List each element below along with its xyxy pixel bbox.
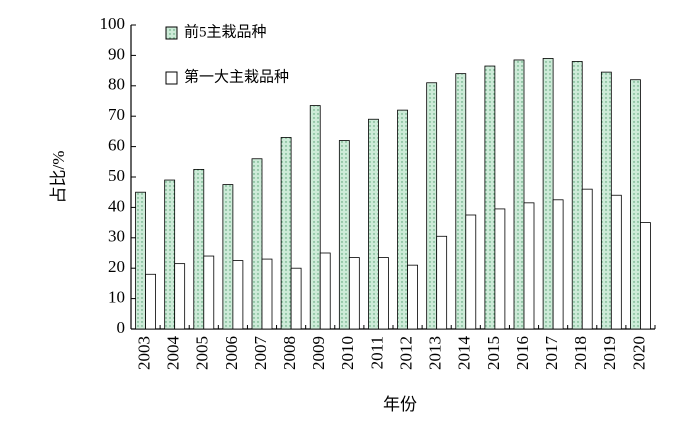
y-tick-label: 70 xyxy=(108,105,125,124)
x-axis-label: 年份 xyxy=(383,395,417,414)
legend-swatch xyxy=(165,71,178,85)
y-tick-label: 50 xyxy=(108,166,125,185)
x-tick-label: 2009 xyxy=(309,336,328,370)
x-tick-label: 2014 xyxy=(455,336,474,371)
y-axis-label: 占比/% xyxy=(49,151,68,204)
bar xyxy=(455,73,467,330)
x-tick-label: 2007 xyxy=(251,336,270,371)
x-tick-label: 2020 xyxy=(629,336,648,370)
x-tick-label: 2005 xyxy=(193,336,212,370)
y-tick-label: 10 xyxy=(108,288,125,307)
bar xyxy=(600,71,612,330)
bar xyxy=(630,79,641,330)
bar xyxy=(368,118,379,330)
bar xyxy=(436,235,448,330)
x-tick-label: 2015 xyxy=(484,336,503,370)
bar xyxy=(426,82,438,330)
x-tick-label: 2004 xyxy=(164,336,183,371)
bar xyxy=(513,59,525,330)
bar xyxy=(338,140,350,330)
y-tick-label: 60 xyxy=(108,136,125,155)
bar xyxy=(174,263,186,330)
bar xyxy=(290,267,302,330)
bar xyxy=(552,199,564,330)
x-tick-label: 2008 xyxy=(280,336,299,370)
bar xyxy=(640,222,651,330)
bar xyxy=(135,191,146,330)
bar xyxy=(378,257,389,330)
x-tick-label: 2012 xyxy=(396,336,415,370)
bar xyxy=(407,264,418,330)
y-tick-label: 40 xyxy=(108,196,125,215)
x-tick-label: 2010 xyxy=(338,336,357,370)
y-tick-label: 0 xyxy=(117,318,126,337)
bar xyxy=(465,214,477,330)
bar xyxy=(261,258,273,330)
legend-swatch xyxy=(165,26,178,40)
bar xyxy=(484,65,496,330)
x-tick-label: 2006 xyxy=(222,336,241,370)
bar xyxy=(581,188,593,330)
y-tick-label: 100 xyxy=(100,14,126,33)
x-tick-label: 2017 xyxy=(542,336,561,371)
bar xyxy=(193,168,205,330)
bar xyxy=(494,208,506,330)
x-tick-label: 2003 xyxy=(134,336,153,370)
y-tick-label: 30 xyxy=(108,227,125,246)
bar xyxy=(397,109,408,330)
legend-label: 第一大主栽品种 xyxy=(184,67,289,85)
x-tick-label: 2016 xyxy=(513,336,532,370)
y-tick-label: 80 xyxy=(108,75,125,94)
bar xyxy=(251,158,263,330)
bar xyxy=(280,137,292,330)
bar xyxy=(309,105,321,330)
bar xyxy=(232,260,244,330)
x-tick-label: 2018 xyxy=(571,336,590,370)
bar xyxy=(571,61,583,330)
legend-label: 前5主栽品种 xyxy=(184,23,267,40)
bar xyxy=(145,273,156,330)
bar xyxy=(203,255,215,330)
y-tick-label: 20 xyxy=(108,257,125,276)
bar xyxy=(348,257,360,330)
bar xyxy=(222,184,234,330)
bar xyxy=(164,179,176,330)
bar xyxy=(610,194,622,330)
bar xyxy=(542,58,554,330)
x-tick-label: 2011 xyxy=(367,336,386,369)
bar xyxy=(319,252,331,330)
bar xyxy=(523,202,535,330)
x-tick-label: 2013 xyxy=(426,336,445,370)
y-tick-label: 90 xyxy=(108,44,125,63)
x-tick-label: 2019 xyxy=(600,336,619,370)
